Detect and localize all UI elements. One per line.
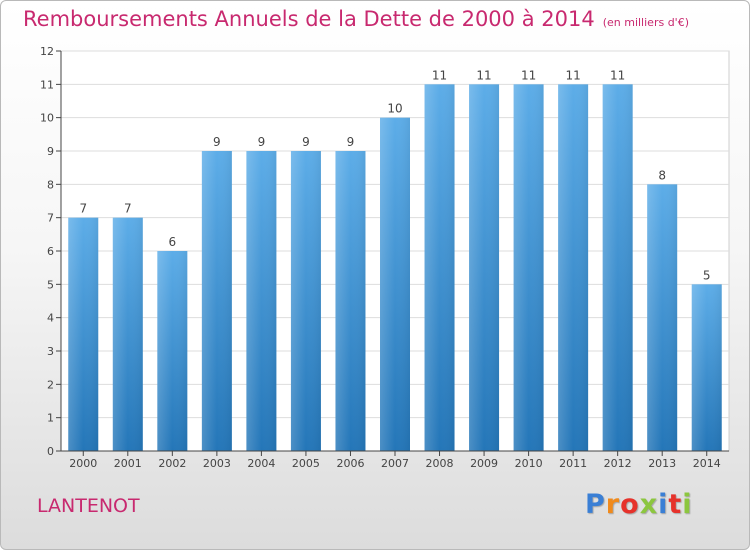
logo-letter: i xyxy=(682,489,693,520)
x-tick-label: 2010 xyxy=(515,457,543,470)
data-label: 11 xyxy=(521,68,536,82)
y-tick-label: 9 xyxy=(47,145,54,158)
y-tick-label: 2 xyxy=(47,378,54,391)
logo-letter: P xyxy=(585,489,606,520)
x-tick-label: 2012 xyxy=(604,457,632,470)
y-tick-label: 5 xyxy=(47,278,54,291)
data-label: 11 xyxy=(432,68,447,82)
logo-letter: o xyxy=(620,489,640,520)
bar-sheen xyxy=(647,184,678,452)
x-tick-label: 2004 xyxy=(247,457,275,470)
x-tick-label: 2003 xyxy=(203,457,231,470)
commune-name: LANTENOT xyxy=(37,495,140,517)
logo-letter: i xyxy=(658,489,669,520)
bar-sheen xyxy=(602,84,633,451)
data-label: 9 xyxy=(347,135,355,149)
title-line: Remboursements Annuels de la Dette de 20… xyxy=(23,7,689,31)
x-tick-label: 2011 xyxy=(559,457,587,470)
x-tick-label: 2002 xyxy=(158,457,186,470)
x-tick-label: 2007 xyxy=(381,457,409,470)
logo-letter: x xyxy=(639,489,659,520)
data-label: 6 xyxy=(169,235,177,249)
bar-sheen xyxy=(558,84,589,451)
y-tick-label: 8 xyxy=(47,178,54,191)
data-label: 7 xyxy=(79,202,87,216)
y-tick-label: 0 xyxy=(47,445,54,458)
data-label: 11 xyxy=(476,68,491,82)
logo-letter: r xyxy=(605,489,621,520)
x-tick-label: 2005 xyxy=(292,457,320,470)
bar-sheen xyxy=(513,84,544,451)
bar-sheen xyxy=(691,284,722,451)
data-labels: 7 7 6 9 9 9 9 10 11 11 11 11 11 8 5 xyxy=(79,68,710,282)
data-label: 11 xyxy=(610,68,625,82)
y-tick-label: 11 xyxy=(40,78,54,91)
bar-sheen xyxy=(68,217,99,451)
x-tick-label: 2009 xyxy=(470,457,498,470)
data-label: 7 xyxy=(124,202,132,216)
proxiti-logo[interactable]: Proxiti xyxy=(585,489,693,520)
y-tick-label: 12 xyxy=(40,45,54,58)
y-tick-label: 1 xyxy=(47,412,54,425)
data-label: 5 xyxy=(703,268,711,282)
chart-title: Remboursements Annuels de la Dette de 20… xyxy=(23,7,595,31)
y-tick-label: 7 xyxy=(47,212,54,225)
logo-letter: t xyxy=(668,489,683,520)
bar-sheen xyxy=(290,151,321,451)
bar-sheen xyxy=(469,84,500,451)
y-tick-label: 4 xyxy=(47,312,54,325)
data-label: 8 xyxy=(658,168,666,182)
data-label: 9 xyxy=(213,135,221,149)
bars xyxy=(68,84,722,452)
data-label: 11 xyxy=(565,68,580,82)
y-tick-label: 3 xyxy=(47,345,54,358)
bar-sheen xyxy=(424,84,455,451)
bar-sheen xyxy=(157,251,188,451)
x-tick-label: 2014 xyxy=(693,457,721,470)
bar-sheen xyxy=(380,117,410,452)
bar-sheen xyxy=(335,151,366,451)
data-label: 9 xyxy=(258,135,266,149)
x-tick-label: 2006 xyxy=(336,457,364,470)
chart-subtitle: (en milliers d'€) xyxy=(602,16,689,29)
y-tick-label: 10 xyxy=(40,112,54,125)
x-tick-label: 2000 xyxy=(69,457,97,470)
data-label: 9 xyxy=(302,135,310,149)
bar-sheen xyxy=(246,151,277,451)
data-label: 10 xyxy=(387,102,402,116)
y-tick-label: 6 xyxy=(47,245,54,258)
x-tick-label: 2008 xyxy=(426,457,454,470)
x-tick-label: 2013 xyxy=(648,457,676,470)
x-tick-label: 2001 xyxy=(114,457,142,470)
bar-sheen xyxy=(201,151,232,451)
bar-sheen xyxy=(112,217,143,451)
